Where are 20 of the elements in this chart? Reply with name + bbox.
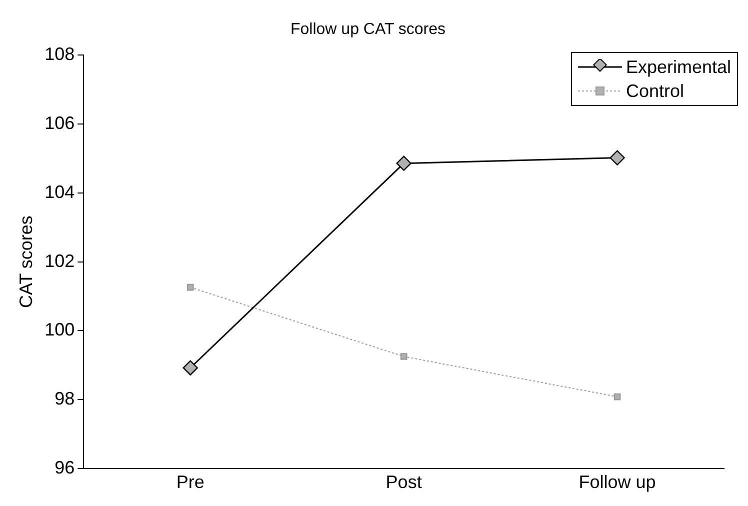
point — [614, 393, 621, 400]
y-tick-label: 102 — [44, 250, 75, 271]
point — [186, 284, 194, 291]
legend-label: Control — [626, 80, 684, 103]
x-tick-label: Follow up — [578, 472, 656, 492]
chart-title: Follow up CAT scores — [290, 21, 446, 38]
legend-label: Experimental — [626, 56, 731, 79]
x-tick-label: Post — [386, 472, 422, 492]
y-tick-label: 108 — [44, 44, 75, 64]
point — [610, 150, 625, 166]
point — [396, 156, 412, 171]
y-tick-label: 106 — [44, 113, 75, 134]
y-tick-label: 100 — [44, 320, 75, 340]
point — [400, 353, 408, 360]
y-tick-label: 96 — [54, 457, 75, 478]
y-tick-label: 98 — [54, 388, 75, 408]
x-tick-label: Pre — [176, 472, 204, 492]
y-axis-title: CAT scores — [16, 216, 36, 308]
y-tick-label: 104 — [44, 182, 75, 202]
point — [182, 360, 198, 376]
